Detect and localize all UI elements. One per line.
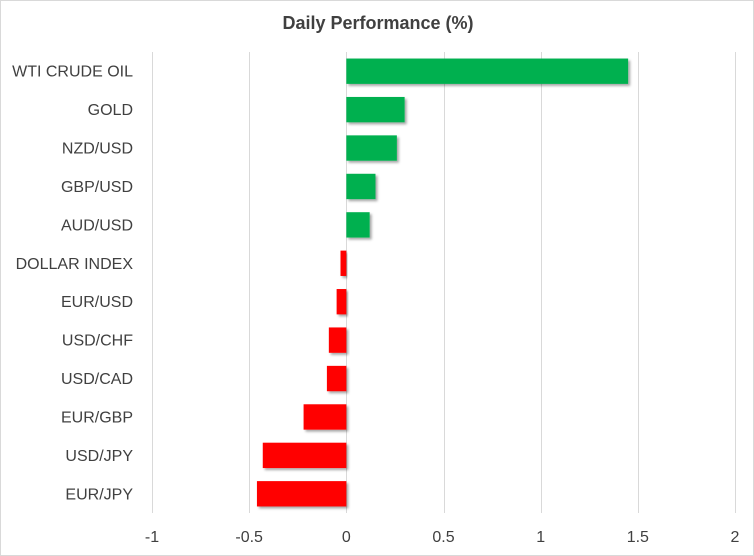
category-label: USD/CHF bbox=[62, 333, 133, 350]
bar bbox=[346, 212, 370, 238]
x-tick-label: 1.5 bbox=[627, 529, 649, 546]
category-label: DOLLAR INDEX bbox=[16, 256, 134, 273]
bar bbox=[346, 58, 629, 84]
bar bbox=[336, 289, 347, 315]
category-label: GBP/USD bbox=[61, 179, 133, 196]
category-label: EUR/JPY bbox=[65, 486, 133, 503]
x-tick-label: 0 bbox=[342, 529, 351, 546]
category-label: USD/CAD bbox=[61, 371, 133, 388]
bar bbox=[326, 365, 347, 392]
category-label: NZD/USD bbox=[62, 141, 133, 158]
bar bbox=[328, 327, 347, 353]
category-label: EUR/USD bbox=[61, 294, 133, 311]
x-tick-label: 2 bbox=[731, 529, 740, 546]
bar bbox=[303, 404, 347, 430]
x-tick-label: -0.5 bbox=[235, 529, 263, 546]
x-tick-label: -1 bbox=[145, 529, 159, 546]
bar bbox=[340, 250, 347, 276]
category-label: USD/JPY bbox=[65, 448, 133, 465]
category-label: WTI CRUDE OIL bbox=[12, 64, 133, 81]
bars bbox=[256, 58, 629, 507]
category-label: EUR/GBP bbox=[61, 409, 133, 426]
category-labels: WTI CRUDE OIL GOLD NZD/USD GBP/USD AUD/USD DO… bbox=[12, 64, 133, 504]
category-label: AUD/USD bbox=[61, 217, 133, 234]
bar bbox=[262, 442, 347, 469]
bar bbox=[346, 135, 397, 161]
x-tick-label: 1 bbox=[536, 529, 545, 546]
bar bbox=[256, 481, 347, 507]
x-tick-label: 0.5 bbox=[432, 529, 454, 546]
gridlines bbox=[152, 52, 736, 513]
bar bbox=[346, 96, 405, 123]
x-axis-tick-labels: -1 -0.5 0 0.5 1 1.5 2 bbox=[145, 529, 740, 546]
category-label: GOLD bbox=[88, 102, 133, 119]
chart-title: Daily Performance (%) bbox=[282, 13, 474, 33]
bar bbox=[346, 173, 376, 200]
